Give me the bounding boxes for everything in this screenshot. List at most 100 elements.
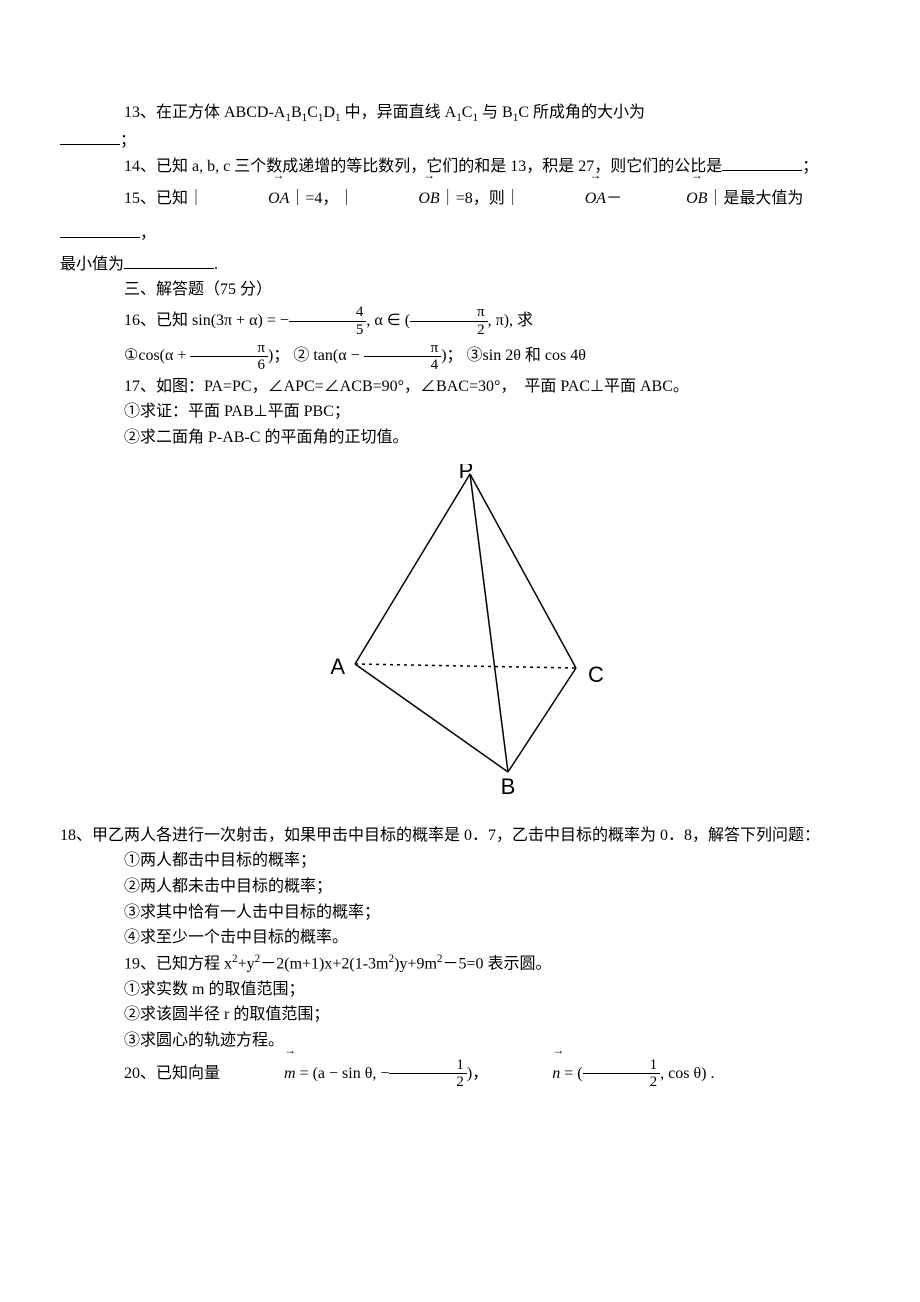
q20-f2n: 1 [583, 1057, 661, 1075]
q20-f1d: 2 [389, 1074, 467, 1091]
q19-line1: 19、已知方程 x2+y2－2(m+1)x+2(1-3m2)y+9m2－5=0 … [60, 951, 860, 977]
tetrahedron-figure: P A C B [60, 464, 860, 803]
q15-ob: OB [354, 179, 439, 216]
q17-line3: ②求二面角 P-AB-C 的平面角的正切值。 [60, 425, 860, 451]
q16-p1l: ① [124, 347, 138, 364]
q16-p3: sin 2θ 和 cos 4θ [483, 347, 586, 364]
q16-f2d: 2 [410, 322, 488, 339]
edge-pa [355, 474, 470, 664]
q20-lead: 20、已知向量 [124, 1065, 220, 1082]
q15-line1: 15、已知｜OA｜=4，｜OB｜=8，则｜OA－OB｜是最大值为， [60, 179, 860, 251]
q17-line2: ①求证：平面 PAB⊥平面 PBC； [60, 399, 860, 425]
q13-tail: ； [120, 132, 136, 149]
q16-tan: tan(α − [313, 347, 363, 364]
q15-oa2: OA [521, 179, 606, 216]
q16-p2fd: 4 [364, 357, 442, 374]
q16-f1n: 4 [289, 304, 367, 322]
q13-blank-line: ； [60, 128, 860, 154]
q13-blank [60, 128, 120, 145]
edge-pc [470, 474, 576, 668]
q13-h: C 所成角的大小为 [518, 104, 645, 121]
label-p: P [459, 464, 474, 483]
q15-blank1 [60, 221, 140, 238]
q16-f2: π2 [410, 304, 488, 338]
q16-f2n: π [410, 304, 488, 322]
q17-line1: 17、如图：PA=PC，∠APC=∠ACB=90°，∠BAC=30°， 平面 P… [60, 374, 860, 400]
q16-line1: 16、已知 sin(3π + α) = −45, α ∈ (π2, π), 求 [60, 303, 860, 338]
q18-l2: ①两人都击中目标的概率； [60, 848, 860, 874]
label-b: B [501, 774, 516, 794]
q13-d: D [323, 104, 335, 121]
q19-l4: ③求圆心的轨迹方程。 [60, 1028, 860, 1054]
q19-e: －5=0 表示圆。 [442, 955, 551, 972]
q16-p1f: π6 [190, 340, 268, 374]
q15-blank2 [124, 252, 214, 269]
q20-mid: )， [467, 1065, 488, 1082]
q15-minus: － [606, 190, 622, 207]
q13-e: 中，异面直线 A [341, 104, 457, 121]
q20-line: 20、已知向量m = (a − sin θ, −12)，n = (12, cos… [60, 1054, 860, 1091]
q15-m1: ｜=4，｜ [289, 190, 354, 207]
q16-range: , α ∈ ( [366, 312, 410, 329]
q16-sin: sin(3π + α) = [192, 312, 280, 329]
q16-p2fn: π [364, 340, 442, 358]
q19-b: +y [238, 955, 255, 972]
edge-cb [508, 668, 576, 772]
q15-oa: OA [204, 179, 289, 216]
q14-text: 14、已知 a, b, c 三个数成递增的等比数列，它们的和是 13，积是 27… [60, 154, 860, 180]
q19-d: )y+9m [394, 955, 437, 972]
q14-tail: ； [802, 158, 818, 175]
q15-ob2: OB [622, 179, 707, 216]
q15-l2pre: 最小值为 [60, 256, 124, 273]
q16-f1: 45 [289, 304, 367, 338]
q19-l3: ②求该圆半径 r 的取值范围； [60, 1002, 860, 1028]
edge-pb [470, 474, 508, 772]
edge-ab [355, 664, 508, 772]
q15-post: ， [140, 225, 156, 242]
q18-l4: ③求其中恰有一人击中目标的概率； [60, 900, 860, 926]
section3-header: 三、解答题（75 分） [60, 277, 860, 303]
tetrahedron-svg: P A C B [310, 464, 610, 794]
q18-l5: ④求至少一个击中目标的概率。 [60, 925, 860, 951]
q16-s1: ； ② [273, 347, 313, 364]
q16-p2f: π4 [364, 340, 442, 374]
q16-neg: − [280, 312, 289, 329]
q13-g: 与 B [478, 104, 513, 121]
q13-f: C [462, 104, 473, 121]
q20-f1: 12 [389, 1057, 467, 1091]
q16-p1fd: 6 [190, 357, 268, 374]
q13-text: 13、在正方体 ABCD-A1B1C1D1 中，异面直线 A1C1 与 B1C … [60, 100, 860, 128]
q16-parts: ①cos(α + π6)； ② tan(α − π4)； ③sin 2θ 和 c… [60, 338, 860, 373]
q18-line1: 18、甲乙两人各进行一次射击，如果甲击中目标的概率是 0．7，乙击中目标的概率为… [60, 823, 860, 849]
q20-eq2: = ( [560, 1065, 582, 1082]
q14-blank [722, 154, 802, 171]
q16-rend: , π) [488, 312, 509, 329]
q15-pre: 15、已知｜ [124, 190, 204, 207]
q15-m3: ｜是最大值为 [707, 190, 803, 207]
q15-m2: ｜=8，则｜ [440, 190, 521, 207]
q16-cos: cos(α + [138, 347, 190, 364]
label-a: A [330, 654, 345, 679]
q16-qiu: , 求 [509, 312, 533, 329]
q15-line2: 最小值为. [60, 252, 860, 278]
q19-l2: ①求实数 m 的取值范围； [60, 977, 860, 1003]
q13-c: C [307, 104, 318, 121]
q18-l3: ②两人都未击中目标的概率； [60, 874, 860, 900]
edge-ac [355, 664, 576, 668]
q16-s2: ； ③ [447, 347, 483, 364]
q20-tail: , cos θ) . [660, 1065, 714, 1082]
q19-a: 19、已知方程 x [124, 955, 232, 972]
q13-a: 13、在正方体 ABCD-A [124, 104, 285, 121]
q20-f2: 12 [583, 1057, 661, 1091]
label-c: C [588, 662, 604, 687]
q13-b: B [291, 104, 302, 121]
q15-l2tail: . [214, 256, 218, 273]
q20-f1n: 1 [389, 1057, 467, 1075]
q20-m: m [220, 1054, 296, 1091]
q20-n: n [488, 1054, 560, 1091]
q16-head: 16、已知 [124, 312, 188, 329]
q16-f1d: 5 [289, 322, 367, 339]
q20-f2d: 2 [583, 1074, 661, 1091]
q19-c: －2(m+1)x+2(1-3m [260, 955, 388, 972]
q20-eq1: = (a − sin θ, − [296, 1065, 390, 1082]
